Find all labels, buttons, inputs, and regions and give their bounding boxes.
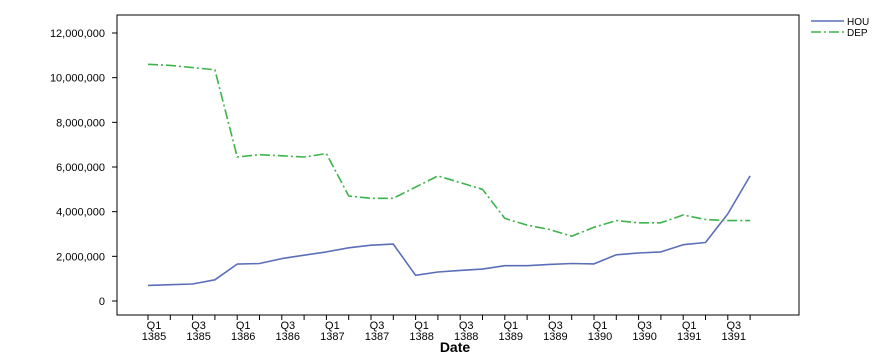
- x-tick-label-quarter: Q3: [370, 320, 385, 332]
- x-tick-label-quarter: Q1: [503, 320, 518, 332]
- x-tick-label-year: 1389: [499, 331, 523, 343]
- x-tick-label-year: 1390: [588, 331, 612, 343]
- legend-label-dep: DEP: [847, 28, 868, 39]
- series-line-dep: [147, 63, 751, 237]
- series-line-hou: [147, 175, 751, 287]
- y-tick-label: 8,000,000: [56, 117, 105, 129]
- x-tick-label-quarter: Q3: [548, 320, 563, 332]
- x-axis-title: Date: [440, 339, 471, 354]
- x-tick-label-year: 1387: [365, 331, 389, 343]
- y-tick-label: 4,000,000: [56, 207, 105, 219]
- x-tick-label-quarter: Q3: [191, 320, 206, 332]
- x-tick-label-quarter: Q1: [236, 320, 251, 332]
- x-tick-label-quarter: Q1: [682, 320, 697, 332]
- x-tick-label-quarter: Q1: [147, 320, 162, 332]
- y-tick-label: 2,000,000: [56, 251, 105, 263]
- x-tick-label-year: 1385: [142, 331, 166, 343]
- y-axis: 0 2,000,000 4,000,000 6,000,000 8,000,000 10,…: [50, 28, 117, 308]
- x-tick-label-year: 1386: [276, 331, 300, 343]
- x-tick-label-year: 1390: [632, 331, 656, 343]
- legend-label-hou: HOU: [847, 17, 869, 28]
- x-tick-label-year: 1386: [231, 331, 255, 343]
- x-tick-label-quarter: Q3: [280, 320, 295, 332]
- series-group: [147, 63, 751, 287]
- x-tick-label-year: 1391: [677, 331, 701, 343]
- x-tick-label-quarter: Q3: [637, 320, 652, 332]
- plot-area: [116, 14, 800, 316]
- y-tick-label: 6,000,000: [56, 162, 105, 174]
- y-tick-label: 12,000,000: [50, 28, 105, 40]
- x-tick-label-year: 1388: [409, 331, 433, 343]
- x-tick-label-year: 1387: [320, 331, 344, 343]
- x-tick-label-quarter: Q1: [325, 320, 340, 332]
- x-tick-label-year: 1391: [722, 331, 746, 343]
- x-tick-label-quarter: Q1: [593, 320, 608, 332]
- x-tick-label-year: 1388: [454, 331, 478, 343]
- x-tick-label-year: 1385: [186, 331, 210, 343]
- y-tick-label: 0: [99, 296, 105, 308]
- x-tick-label-year: 1389: [543, 331, 567, 343]
- x-tick-label-quarter: Q1: [414, 320, 429, 332]
- x-axis: Q11385Q31385Q11386Q31386Q11387Q31387Q113…: [142, 315, 751, 343]
- x-tick-label-quarter: Q3: [459, 320, 474, 332]
- y-tick-label: 10,000,000: [50, 73, 105, 85]
- x-tick-label-quarter: Q3: [726, 320, 741, 332]
